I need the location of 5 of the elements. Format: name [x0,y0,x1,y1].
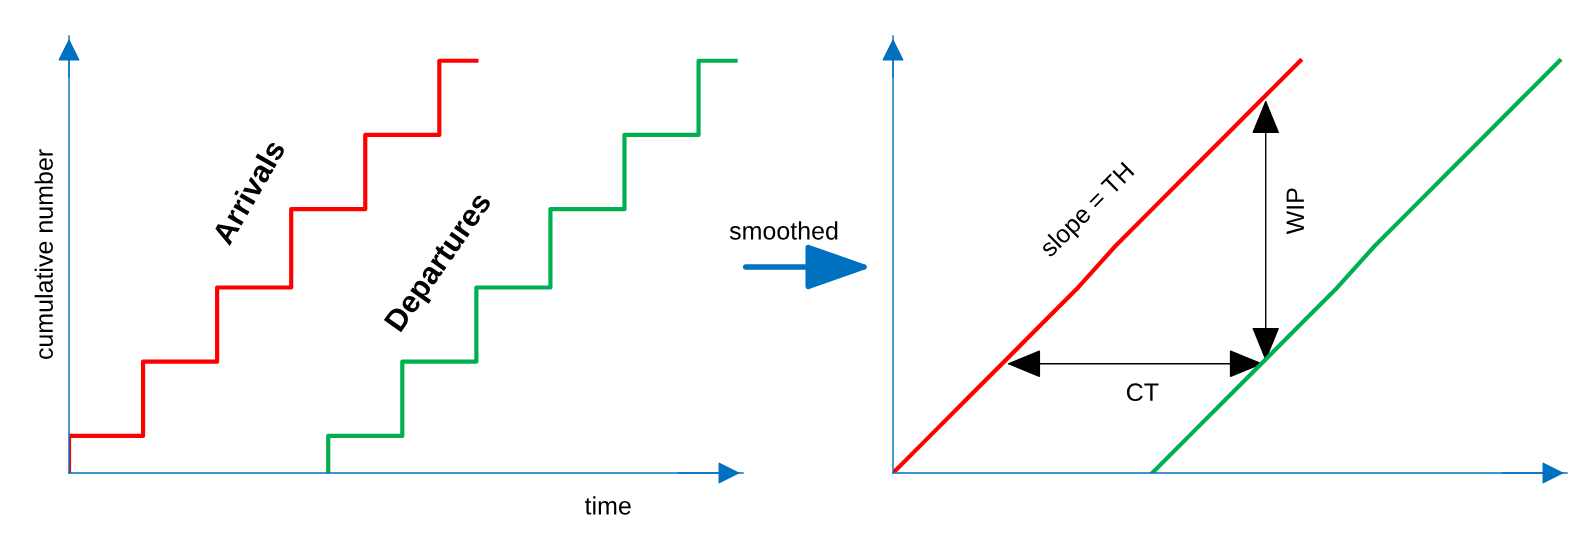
annotation: CT [1126,383,1159,402]
annotation: WIP [1286,188,1304,235]
annotation: smoothed [729,221,838,240]
y-axis-title: cumulative number [34,149,53,360]
x-axis-title: time [584,496,631,515]
